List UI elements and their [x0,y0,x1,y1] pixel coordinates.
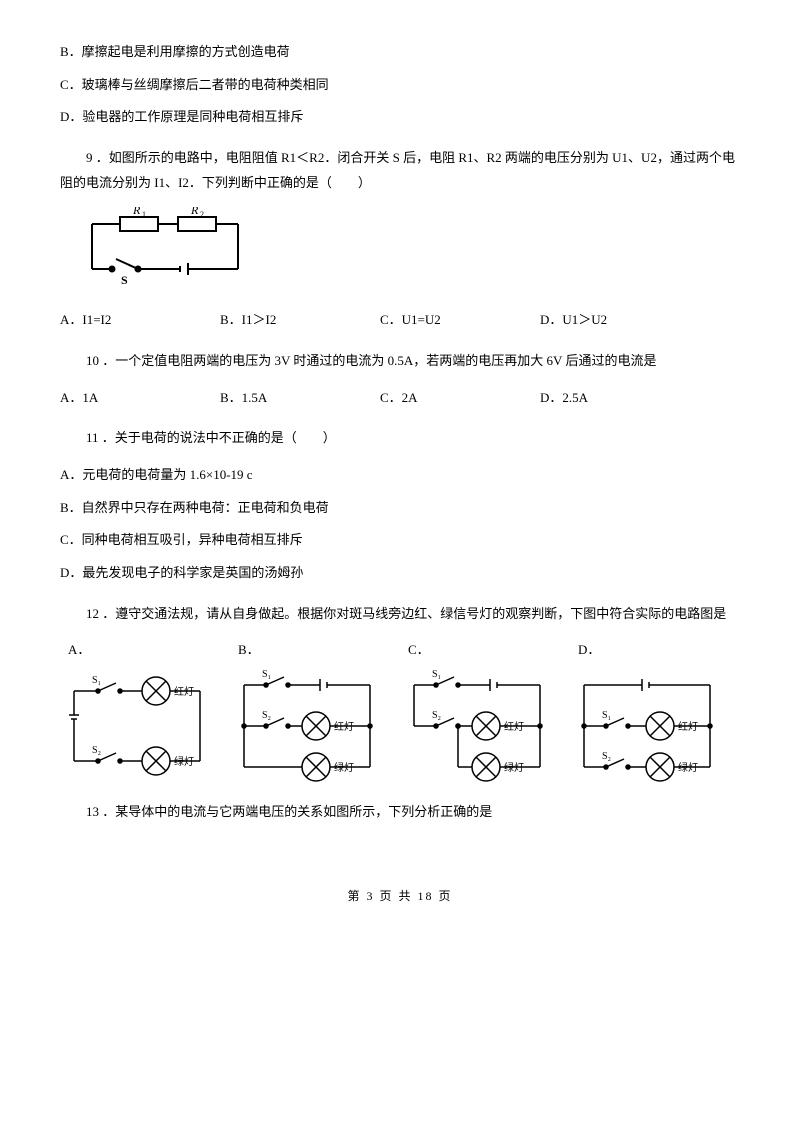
svg-text:2: 2 [200,210,204,219]
q12-text: 12 ．遵守交通法规，请从自身做起。根据你对斑马线旁边红、绿信号灯的观察判断，下… [60,602,740,627]
q12-option-d: D． [570,638,740,663]
q9-option-c: C．U1=U2 [380,308,540,333]
svg-text:S₂: S₂ [432,710,441,721]
q12-circuit-options: A． [60,638,740,784]
q12-diagram-c: S₁ S₂ 红灯 绿灯 [400,669,560,784]
svg-text:R: R [190,207,199,217]
q9-option-b: B．I1＞I2 [220,308,380,333]
q9-circuit-diagram: R1 R2 S [80,207,740,296]
q11-option-d: D．最先发现电子的科学家是英国的汤姆孙 [60,561,740,586]
q12-option-b-block: B． [230,638,400,784]
q13-text: 13 ．某导体中的电流与它两端电压的关系如图所示，下列分析正确的是 [60,800,740,825]
q12-option-c: C． [400,638,570,663]
q12-option-a: A． [60,638,230,663]
svg-text:S₁: S₁ [602,710,611,721]
q10-option-d: D．2.5A [540,386,700,411]
q8-option-b: B．摩擦起电是利用摩擦的方式创造电荷 [60,40,740,65]
q10-option-b: B．1.5A [220,386,380,411]
q12-diagram-a: S₁ S₂ 红灯 绿灯 [60,669,220,779]
q12-diagram-b: S₁ S₂ 红灯 绿灯 [230,669,390,784]
q10-option-a: A．1A [60,386,220,411]
svg-text:红灯: 红灯 [504,720,524,733]
svg-text:S₁: S₁ [262,669,271,680]
q11-option-c: C．同种电荷相互吸引，异种电荷相互排斥 [60,528,740,553]
q12-option-c-block: C． [400,638,570,784]
q10-text: 10 ．一个定值电阻两端的电压为 3V 时通过的电流为 0.5A，若两端的电压再… [60,349,740,374]
q12-option-a-block: A． [60,638,230,779]
svg-text:红灯: 红灯 [334,720,354,733]
svg-text:绿灯: 绿灯 [174,755,194,768]
q11-option-a: A．元电荷的电荷量为 1.6×10-19 c [60,463,740,488]
page-footer: 第 3 页 共 18 页 [60,885,740,908]
q9-option-d: D．U1＞U2 [540,308,700,333]
svg-text:S₁: S₁ [432,669,441,680]
q11-text: 11 ．关于电荷的说法中不正确的是（ ） [60,426,740,451]
svg-text:S₁: S₁ [92,675,101,686]
svg-text:1: 1 [142,210,146,219]
q12-diagram-d: S₁ S₂ 红灯 绿灯 [570,669,730,784]
q9-option-a: A．I1=I2 [60,308,220,333]
q12-option-d-block: D． [570,638,740,784]
q11-option-b: B．自然界中只存在两种电荷：正电荷和负电荷 [60,496,740,521]
svg-text:绿灯: 绿灯 [334,761,354,774]
svg-text:红灯: 红灯 [174,685,194,698]
q10-option-c: C．2A [380,386,540,411]
svg-text:S₂: S₂ [602,751,611,762]
svg-text:S: S [121,273,128,287]
q12-option-b: B． [230,638,400,663]
svg-text:红灯: 红灯 [678,720,698,733]
q8-option-d: D．验电器的工作原理是同种电荷相互排斥 [60,105,740,130]
q9-text: 9 ．如图所示的电路中，电阻阻值 R1＜R2．闭合开关 S 后，电阻 R1、R2… [60,146,740,195]
svg-text:绿灯: 绿灯 [504,761,524,774]
svg-text:S₂: S₂ [92,745,101,756]
q10-options: A．1A B．1.5A C．2A D．2.5A [60,386,740,411]
q9-options: A．I1=I2 B．I1＞I2 C．U1=U2 D．U1＞U2 [60,308,740,333]
svg-text:S₂: S₂ [262,710,271,721]
svg-text:绿灯: 绿灯 [678,761,698,774]
svg-text:R: R [132,207,141,217]
q8-option-c: C．玻璃棒与丝绸摩擦后二者带的电荷种类相同 [60,73,740,98]
